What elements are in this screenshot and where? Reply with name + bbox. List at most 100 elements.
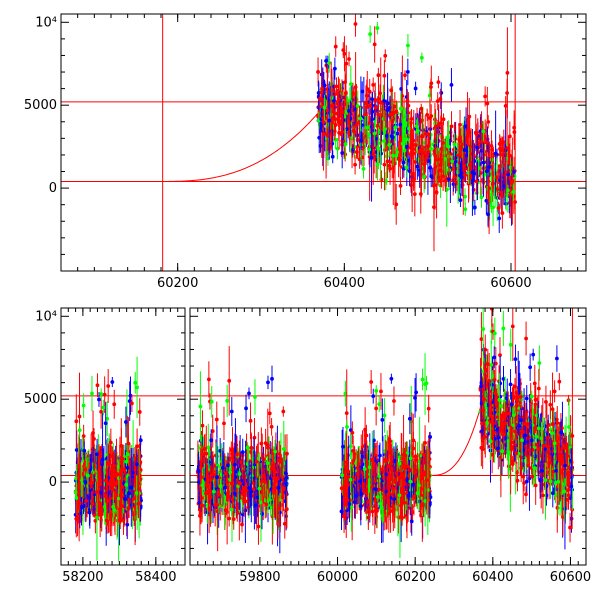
bottom-point	[245, 445, 250, 450]
bottom-point	[206, 491, 211, 496]
bottom-point	[229, 481, 234, 486]
top-point	[401, 160, 406, 165]
top-point	[385, 159, 390, 164]
bottom-point	[266, 380, 270, 385]
bottom-point	[229, 507, 234, 512]
bottom-point	[196, 469, 201, 474]
top-point	[376, 146, 381, 151]
bottom-point	[99, 409, 104, 414]
bottom-point	[131, 470, 135, 475]
bottom-point	[232, 462, 237, 467]
bottom-point	[409, 519, 414, 524]
bottom-point	[248, 418, 253, 423]
bottom-point	[372, 438, 376, 443]
top-point	[491, 181, 496, 186]
top-point	[452, 142, 457, 147]
top-point	[458, 173, 462, 178]
top-point	[418, 192, 423, 196]
bottom-point	[200, 483, 205, 488]
bottom-point	[82, 448, 87, 453]
bottom-point	[110, 487, 115, 492]
top-point	[382, 73, 387, 78]
bottom-point	[94, 490, 99, 494]
top-point	[433, 154, 438, 158]
top-point	[423, 157, 428, 162]
bottom-point	[269, 467, 274, 472]
top-point	[503, 170, 508, 175]
top-point	[436, 122, 441, 127]
top-point	[510, 182, 514, 186]
top-point	[438, 96, 443, 101]
bottom-point	[210, 472, 215, 477]
top-point	[485, 101, 490, 106]
top-point	[389, 112, 393, 117]
top-point	[463, 194, 467, 199]
top-point	[413, 143, 418, 147]
top-point	[419, 55, 424, 60]
top-point	[334, 84, 339, 89]
bottom-point	[74, 419, 79, 424]
top-point	[494, 175, 499, 180]
top-point	[354, 122, 359, 127]
top-point	[481, 129, 486, 134]
bottom-point	[229, 409, 234, 414]
top-point	[368, 32, 373, 37]
bottom-point	[90, 447, 95, 452]
top-point	[354, 150, 359, 154]
top-point	[458, 198, 463, 203]
top-point	[333, 137, 338, 142]
bottom-point	[112, 402, 117, 407]
bottom-point	[273, 449, 277, 454]
top-point	[407, 126, 411, 131]
bottom-point	[227, 495, 232, 500]
top-point	[436, 175, 441, 180]
top-point	[446, 177, 451, 181]
bottom-point	[102, 392, 107, 397]
top-point	[463, 207, 468, 212]
bottom-point	[132, 467, 137, 472]
bottom-point	[126, 491, 131, 496]
top-point	[341, 110, 345, 114]
top-point	[505, 70, 510, 75]
top-point	[398, 183, 403, 188]
top-point	[443, 178, 448, 183]
top-point	[464, 153, 469, 158]
bottom-point	[265, 461, 270, 466]
top-point	[477, 166, 481, 171]
top-point	[353, 162, 357, 167]
bottom-point	[101, 486, 106, 490]
bottom-point	[366, 515, 371, 520]
bottom-model-curve	[430, 407, 481, 476]
top-point	[375, 162, 380, 167]
top-point	[327, 118, 332, 123]
bottom-point	[247, 486, 251, 490]
top-point	[343, 142, 348, 147]
top-point	[415, 128, 420, 133]
top-point	[487, 186, 492, 191]
top-point	[472, 159, 477, 163]
bottom-point	[137, 410, 142, 414]
bottom-point	[100, 457, 105, 462]
top-point	[332, 129, 337, 134]
bottom-point	[74, 516, 79, 521]
top-point	[512, 130, 517, 134]
bottom-point	[93, 518, 98, 523]
bottom-point	[124, 420, 128, 424]
top-point	[402, 148, 407, 153]
top-point	[487, 165, 491, 170]
top-point	[333, 44, 338, 49]
bottom-point	[272, 475, 276, 480]
top-point	[373, 98, 378, 102]
top-point	[493, 151, 498, 156]
bottom-point	[98, 501, 103, 506]
bottom-point	[225, 480, 230, 485]
bottom-point	[206, 445, 211, 450]
top-point	[400, 94, 405, 98]
bottom-point	[126, 506, 131, 510]
top-point	[474, 179, 479, 184]
top-point	[348, 82, 353, 87]
bottom-point	[235, 505, 240, 510]
top-point	[497, 216, 502, 221]
top-point	[394, 153, 399, 158]
